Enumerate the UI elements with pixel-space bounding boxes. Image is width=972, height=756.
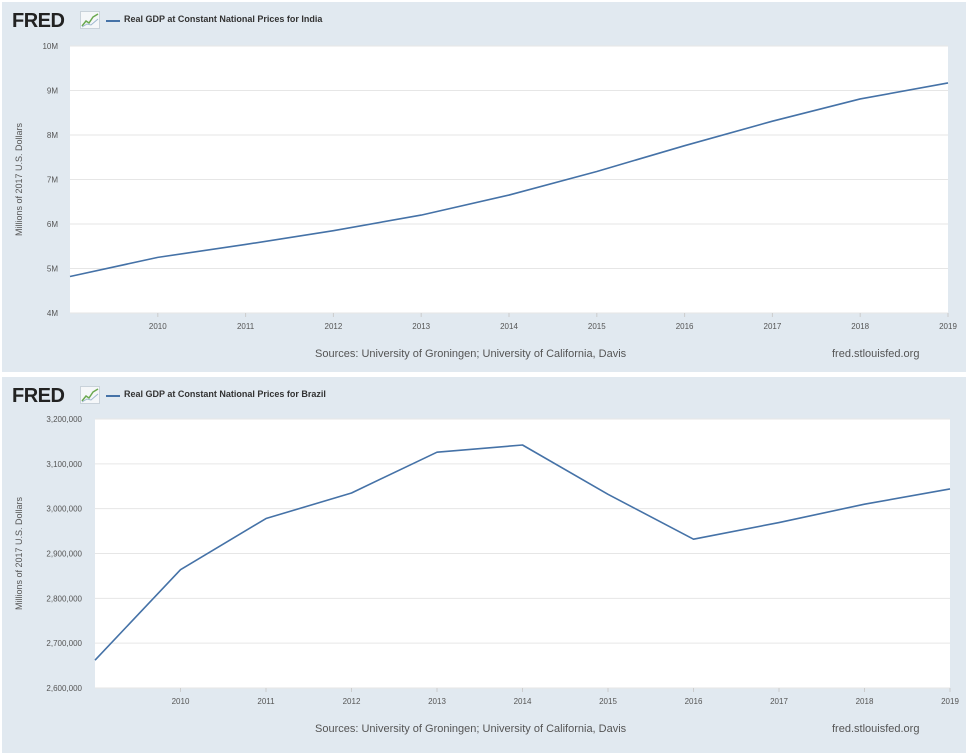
data-point[interactable] [946, 81, 950, 85]
x-tick-label: 2013 [428, 697, 446, 706]
data-point[interactable] [419, 213, 423, 217]
x-tick-label: 2010 [149, 322, 167, 331]
data-point[interactable] [243, 242, 247, 246]
data-point[interactable] [595, 169, 599, 173]
x-tick-label: 2013 [412, 322, 430, 331]
y-tick-label: 3,100,000 [46, 460, 82, 469]
y-tick-label: 6M [47, 220, 58, 229]
x-tick-label: 2010 [172, 697, 190, 706]
y-tick-label: 9M [47, 87, 58, 96]
data-point[interactable] [948, 487, 952, 491]
data-point[interactable] [682, 143, 686, 147]
chart-plot-india: 4M 5M 6M 7M 8M 9M 10M 2010 2011 2012 2013 2014 2015 2… [14, 42, 957, 331]
chart-plot-brazil: 2,600,000 2,700,000 2,800,000 2,900,000 3,00… [14, 415, 959, 706]
data-point[interactable] [691, 537, 695, 541]
y-tick-label: 3,000,000 [46, 505, 82, 514]
fred-logo[interactable]: FRED [12, 10, 65, 32]
source-note: Sources: University of Groningen; Univer… [315, 723, 627, 735]
y-tick-label: 2,700,000 [46, 639, 82, 648]
data-point[interactable] [520, 443, 524, 447]
site-url[interactable]: fred.stlouisfed.org [832, 723, 920, 735]
y-tick-label: 2,900,000 [46, 550, 82, 559]
series-line[interactable] [69, 82, 949, 278]
data-point[interactable] [770, 119, 774, 123]
data-point[interactable] [156, 255, 160, 259]
x-tick-label: 2018 [851, 322, 869, 331]
x-tick-label: 2014 [514, 697, 532, 706]
source-note: Sources: University of Groningen; Univer… [315, 348, 627, 360]
data-point[interactable] [178, 567, 182, 571]
fred-chart-logo-icon [80, 11, 100, 29]
x-tick-label: 2019 [939, 322, 957, 331]
x-tick-label: 2011 [257, 697, 275, 706]
data-point[interactable] [68, 274, 72, 278]
data-point[interactable] [858, 97, 862, 101]
chart-panel-brazil: FRED Real GDP at Constant National Price… [2, 377, 966, 753]
fred-chart-logo-icon [80, 386, 100, 404]
y-tick-label: 8M [47, 131, 58, 140]
x-tick-label: 2014 [500, 322, 518, 331]
y-axis-title: Millions of 2017 U.S. Dollars [14, 122, 24, 236]
legend-swatch [106, 395, 120, 397]
x-tick-label: 2012 [325, 322, 343, 331]
fred-logo[interactable]: FRED [12, 385, 65, 407]
y-axis-title: Millions of 2017 U.S. Dollars [14, 496, 24, 610]
legend-label[interactable]: Real GDP at Constant National Prices for… [124, 14, 323, 24]
x-tick-label: 2012 [343, 697, 361, 706]
data-point[interactable] [777, 520, 781, 524]
x-tick-label: 2015 [599, 697, 617, 706]
x-tick-label: 2011 [237, 322, 255, 331]
y-tick-label: 2,800,000 [46, 594, 82, 603]
chart-panel-india: FRED Real GDP at Constant National Price… [2, 2, 966, 372]
x-tick-label: 2017 [764, 322, 782, 331]
data-point[interactable] [507, 193, 511, 197]
site-url[interactable]: fred.stlouisfed.org [832, 348, 920, 360]
data-point[interactable] [349, 491, 353, 495]
y-tick-label: 10M [42, 42, 58, 51]
data-point[interactable] [264, 516, 268, 520]
data-point[interactable] [862, 502, 866, 506]
data-point[interactable] [331, 228, 335, 232]
legend-label[interactable]: Real GDP at Constant National Prices for… [124, 389, 326, 399]
x-tick-label: 2016 [676, 322, 694, 331]
x-tick-label: 2019 [941, 697, 959, 706]
y-tick-label: 5M [47, 265, 58, 274]
y-tick-label: 4M [47, 309, 58, 318]
data-point[interactable] [435, 450, 439, 454]
legend-swatch [106, 20, 120, 22]
x-tick-label: 2018 [856, 697, 874, 706]
x-tick-label: 2017 [770, 697, 788, 706]
data-point[interactable] [606, 492, 610, 496]
data-point[interactable] [93, 658, 97, 662]
y-tick-label: 7M [47, 176, 58, 185]
y-tick-label: 2,600,000 [46, 684, 82, 693]
y-tick-label: 3,200,000 [46, 415, 82, 424]
x-tick-label: 2015 [588, 322, 606, 331]
x-tick-label: 2016 [685, 697, 703, 706]
series-line[interactable] [94, 444, 951, 661]
